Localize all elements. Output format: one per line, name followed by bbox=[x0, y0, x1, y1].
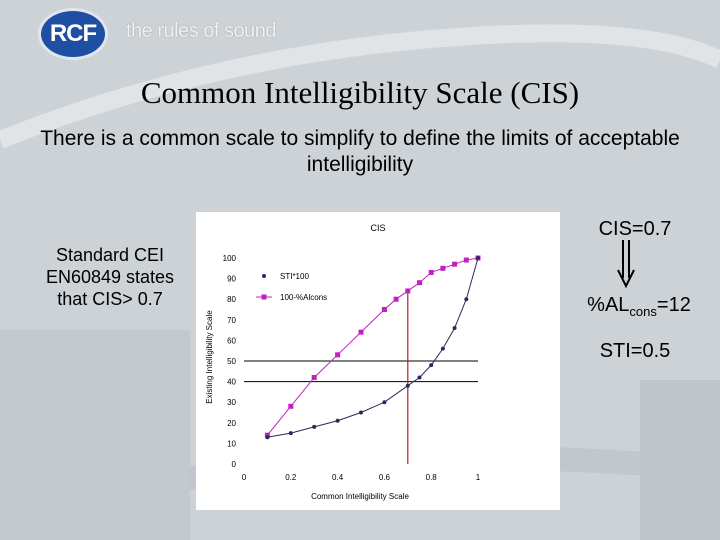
data-point-alcons bbox=[264, 432, 270, 438]
data-point-sti bbox=[464, 297, 469, 302]
y-tick-label: 90 bbox=[227, 275, 236, 284]
data-point-sti bbox=[452, 326, 457, 331]
subtitle: There is a common scale to simplify to d… bbox=[40, 127, 680, 176]
data-point-alcons bbox=[393, 296, 399, 302]
series-line-alcons bbox=[267, 257, 479, 436]
data-point-alcons bbox=[452, 261, 458, 267]
data-point-alcons bbox=[381, 307, 387, 312]
y-tick-label: 60 bbox=[227, 336, 236, 345]
alcons-tail: =12 bbox=[656, 294, 691, 316]
data-point-sti bbox=[265, 435, 270, 440]
data-point-sti bbox=[288, 431, 293, 436]
y-tick-label: 50 bbox=[227, 357, 236, 366]
data-point-alcons bbox=[428, 269, 434, 275]
data-point-sti bbox=[359, 410, 363, 415]
y-axis-label: Existing Intelligibility Scale bbox=[205, 310, 214, 404]
series-line-sti bbox=[267, 257, 479, 438]
legend-label-sti: STI*100 bbox=[280, 272, 309, 281]
x-tick-label: 0.8 bbox=[426, 473, 438, 482]
data-point-sti bbox=[335, 418, 340, 423]
data-point-alcons bbox=[417, 280, 422, 286]
data-point-sti bbox=[429, 363, 434, 368]
y-tick-label: 40 bbox=[227, 378, 236, 387]
y-tick-label: 100 bbox=[223, 254, 237, 263]
y-tick-label: 20 bbox=[227, 419, 236, 428]
data-point-sti bbox=[440, 346, 445, 351]
rcf-logo: RCF bbox=[38, 8, 108, 60]
x-tick-label: 0 bbox=[242, 473, 247, 482]
legend-marker-alcons bbox=[261, 294, 267, 300]
y-tick-label: 30 bbox=[227, 398, 236, 407]
x-tick-label: 0.2 bbox=[285, 473, 297, 482]
data-point-alcons bbox=[405, 288, 411, 294]
x-axis-label: Common Intelligibility Scale bbox=[311, 492, 409, 501]
data-point-sti bbox=[476, 256, 480, 260]
chart-title: CIS bbox=[370, 223, 385, 233]
sti-value: STI=0.5 bbox=[599, 340, 671, 362]
data-point-sti bbox=[382, 400, 387, 405]
data-point-sti bbox=[417, 375, 422, 380]
x-tick-label: 0.4 bbox=[332, 473, 344, 482]
x-tick-label: 0.6 bbox=[379, 473, 391, 482]
y-tick-label: 10 bbox=[227, 439, 236, 448]
alcons-sub: cons bbox=[629, 304, 657, 319]
chart-panel: CIS Existing Intelligibility Scale Commo… bbox=[196, 212, 560, 510]
tagline: the rules of sound bbox=[126, 20, 277, 42]
alcons-main: %AL bbox=[587, 294, 630, 316]
y-tick-label: 70 bbox=[227, 316, 236, 325]
legend-marker-sti bbox=[262, 274, 266, 278]
page-title: Common Intelligibility Scale (CIS) bbox=[140, 75, 580, 110]
down-arrow-icon bbox=[617, 240, 635, 288]
data-point-alcons bbox=[440, 265, 446, 271]
data-point-alcons bbox=[358, 329, 364, 335]
data-point-alcons bbox=[463, 257, 469, 263]
y-tick-label: 0 bbox=[232, 460, 237, 469]
data-point-alcons bbox=[335, 352, 341, 358]
y-tick-label: 80 bbox=[227, 295, 236, 304]
x-tick-label: 1 bbox=[476, 473, 481, 482]
data-point-alcons bbox=[288, 403, 294, 409]
cis-value: CIS=0.7 bbox=[598, 218, 672, 240]
data-point-sti bbox=[405, 383, 410, 388]
data-point-sti bbox=[312, 424, 317, 429]
legend-label-alcons: 100-%Alcons bbox=[280, 293, 327, 302]
alcons-value: %ALcons=12 bbox=[560, 294, 718, 319]
data-point-alcons bbox=[311, 374, 317, 380]
cis-chart: CIS Existing Intelligibility Scale Commo… bbox=[205, 223, 481, 501]
standard-note: Standard CEI EN60849 states that CIS> 0.… bbox=[45, 245, 175, 309]
